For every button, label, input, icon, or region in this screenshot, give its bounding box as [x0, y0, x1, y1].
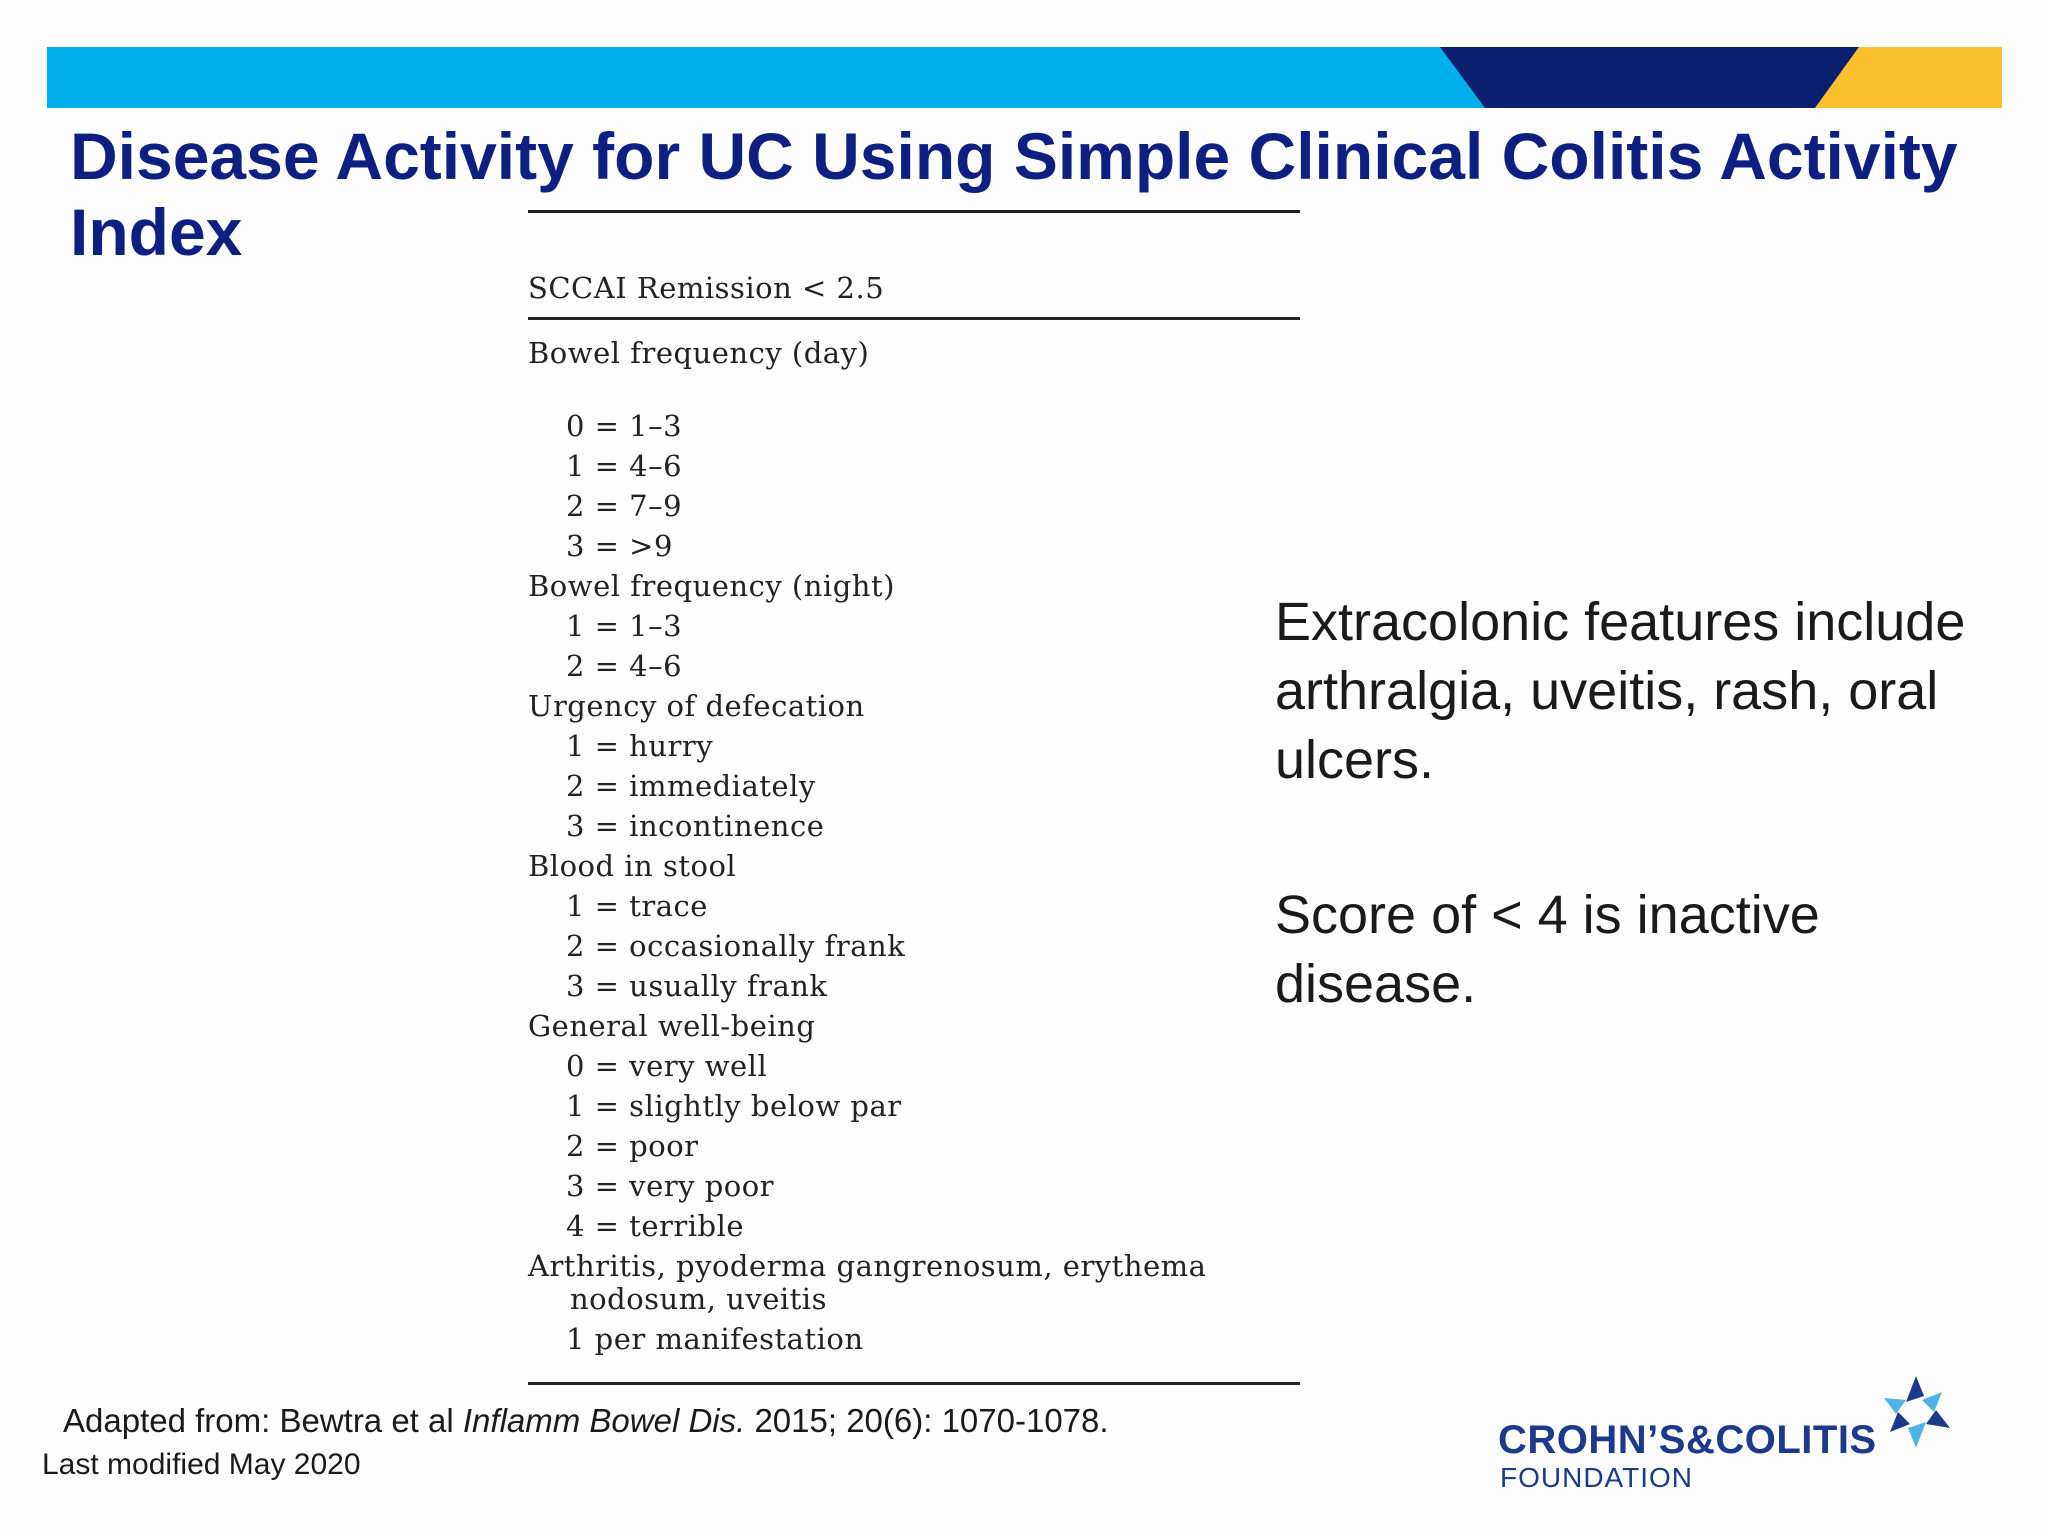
citation-journal: Inflamm Bowel Dis.	[462, 1402, 746, 1439]
star-logo-icon	[1884, 1376, 1950, 1448]
table-header: SCCAI Remission < 2.5	[528, 271, 885, 305]
table-top-rule	[528, 210, 1300, 213]
list-item: 0 = very well	[566, 1049, 768, 1083]
last-modified: Last modified May 2020	[42, 1448, 361, 1481]
extra-heading-cont: nodosum, uveitis	[570, 1282, 827, 1316]
citation-prefix: Adapted from: Bewtra et al	[63, 1402, 463, 1439]
list-item: 2 = 7–9	[566, 489, 683, 523]
score-note: Score of < 4 is inactive disease.	[1275, 885, 1820, 1014]
urgency-heading: Urgency of defecation	[528, 689, 865, 723]
foundation-logo: CROHN’S&COLITIS FOUNDATION	[1498, 1372, 1958, 1493]
list-item: 3 = usually frank	[566, 969, 828, 1003]
list-item: 2 = immediately	[566, 769, 816, 803]
citation: Adapted from: Bewtra et al Inflamm Bowel…	[63, 1402, 1109, 1440]
header-banner	[47, 47, 2002, 108]
list-item: 1 per manifestation	[566, 1322, 864, 1356]
list-item: 1 = trace	[566, 889, 708, 923]
bowel-night-heading: Bowel frequency (night)	[528, 569, 895, 603]
list-item: 1 = 4–6	[566, 449, 683, 483]
list-item: 3 = incontinence	[566, 809, 825, 843]
list-item: 0 = 1–3	[566, 409, 683, 443]
list-item: 2 = poor	[566, 1129, 699, 1163]
extracolonic-note: Extracolonic features include arthralgia…	[1275, 592, 1966, 790]
list-item: 3 = very poor	[566, 1169, 775, 1203]
citation-suffix: 2015; 20(6): 1070-1078.	[745, 1402, 1109, 1439]
list-item: 1 = hurry	[566, 729, 714, 763]
logo-sub: FOUNDATION	[1500, 1462, 1694, 1493]
list-item: 1 = 1–3	[566, 609, 683, 643]
bowel-day-heading: Bowel frequency (day)	[528, 336, 870, 370]
list-item: 4 = terrible	[566, 1209, 745, 1243]
list-item: 3 = >9	[566, 529, 673, 563]
blood-heading: Blood in stool	[528, 849, 737, 883]
table-header-rule	[528, 317, 1300, 320]
extra-heading: Arthritis, pyoderma gangrenosum, erythem…	[528, 1249, 1207, 1283]
list-item: 2 = 4–6	[566, 649, 683, 683]
table-bottom-rule	[528, 1382, 1300, 1385]
wellbeing-heading: General well-being	[528, 1009, 816, 1043]
logo-name: CROHN’S&COLITIS	[1498, 1418, 1877, 1462]
list-item: 1 = slightly below par	[566, 1089, 902, 1123]
list-item: 2 = occasionally frank	[566, 929, 906, 963]
slide-title: Disease Activity for UC Using Simple Cli…	[70, 119, 1958, 269]
